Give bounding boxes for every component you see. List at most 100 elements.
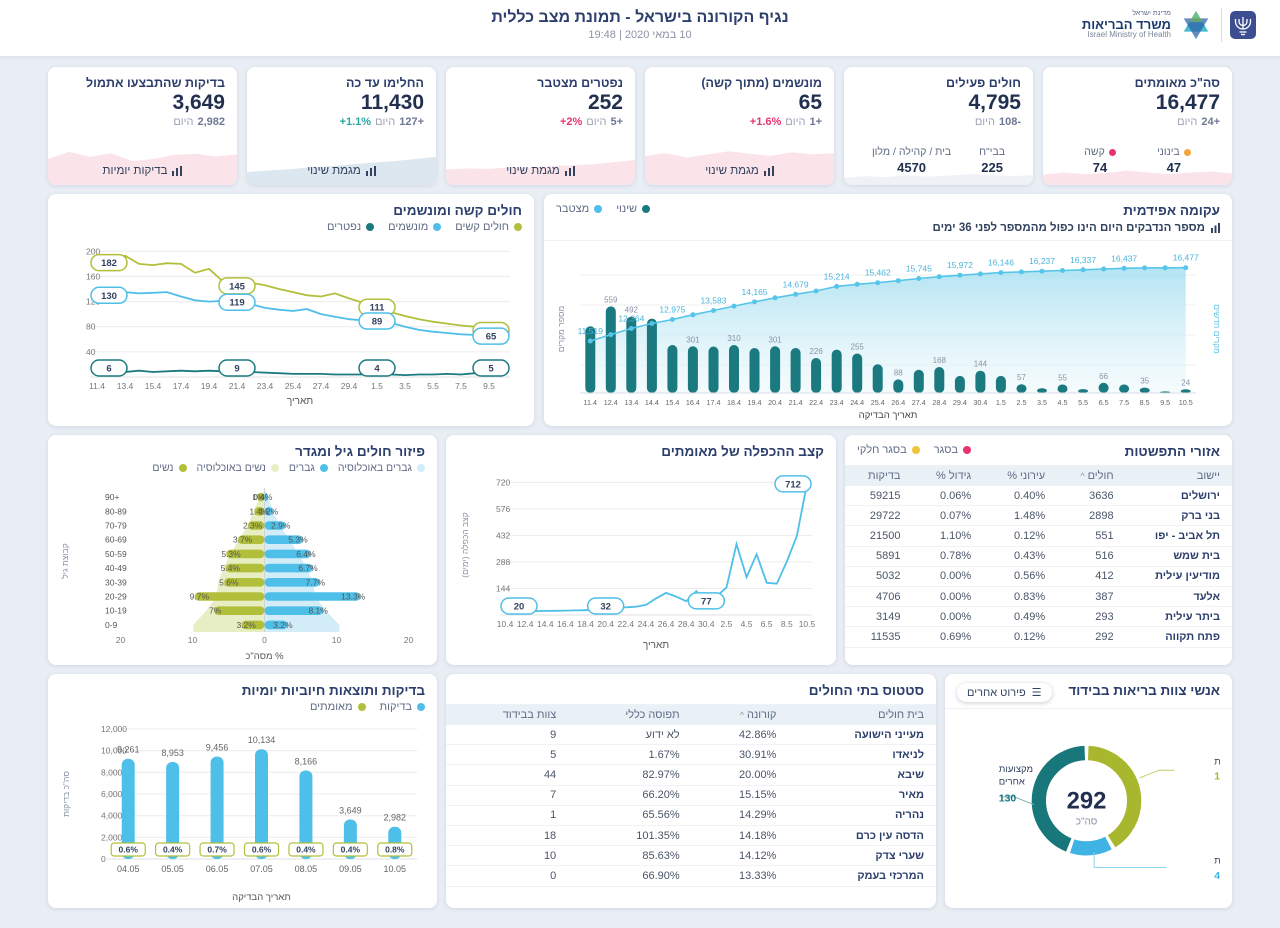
kpi-link-label: מגמת שינוי [307,165,361,177]
bar [1139,387,1150,393]
value-cell: 292 [1057,626,1126,648]
column-header[interactable]: בית חולים [788,705,936,725]
column-header[interactable]: עירוני % [983,466,1058,486]
svg-text:13,583: 13,583 [700,295,726,305]
kpi-title: סה"כ מאומתים [1134,76,1220,90]
value-cell: 14.18% [691,825,789,847]
legend-item: נשים [152,462,187,474]
line-dot [793,291,799,297]
svg-text:10.5: 10.5 [1179,398,1193,407]
line-dot [957,272,963,278]
svg-text:24.4: 24.4 [850,398,864,407]
staff-isolation-chart[interactable]: 292 סה"כ אחים/ות 122 רופאים/ות 40 מקצועות אחרים… [945,709,1232,901]
hamburger-icon: ☰ [1031,687,1042,699]
kpi-link-label: בדיקות יומיות [102,165,168,177]
epidemic-curve-chart[interactable]: 559 492 301 310 301 226 255 88 168 144 57 55 66 35 24 1… [544,241,1232,426]
doubling-rate-chart[interactable]: 720 576 432 288 144 20 32 77 712 10.4 12.4 14.4 16.4… [446,459,836,656]
row-name-cell: לניאדו [788,744,936,766]
svg-text:11,519: 11,519 [578,326,604,336]
svg-text:88: 88 [894,368,903,377]
divider [945,708,1232,709]
svg-text:5.3%: 5.3% [221,549,241,559]
column-header[interactable]: צוות בבידוד [446,705,569,725]
sort-caret-icon[interactable]: ^ [1080,471,1085,481]
row-name-cell: אלעד [1125,586,1232,608]
column-header[interactable]: בדיקות [845,466,913,486]
kpi-delta-amount: 5+ [610,116,623,128]
sort-caret-icon[interactable]: ^ [739,710,744,720]
doubling-rate-svg: 720 576 432 288 144 20 32 77 712 10.4 12.4 14.4 16.4… [460,475,816,651]
legend-item: מאומתים [310,701,366,713]
legend-item: שינוי [616,203,651,215]
svg-text:2,982: 2,982 [384,813,407,823]
kpi-delta-amount: 2,982 [197,116,225,128]
value-cell: 66.90% [568,865,692,887]
value-cell: 0 [446,865,569,887]
kpi-link-recovered[interactable]: מגמת שינוי [247,165,436,177]
svg-text:27.4: 27.4 [912,398,926,407]
severe-ventilated-chart[interactable]: 2001601208040182145111741301198965694511… [48,233,534,412]
table-row: בני ברק 2898 1.48% 0.07% 29722 [845,505,1232,527]
row-name-cell: מעייני הישועה [788,725,936,746]
svg-text:09.05: 09.05 [339,864,362,874]
value-cell: 3636 [1057,486,1126,507]
bar [1057,384,1068,393]
kpi-delta: 5+ היום +2% [458,116,623,128]
legend-label: בסגר חלקי [857,444,907,456]
column-header[interactable]: קורונה^ [691,705,789,725]
svg-text:3.2%: 3.2% [273,620,293,630]
svg-text:11.4: 11.4 [584,398,597,407]
bar [934,367,945,393]
svg-text:10.4: 10.4 [497,619,514,629]
svg-text:9,261: 9,261 [117,745,140,755]
kpi-link-tests-yesterday[interactable]: בדיקות יומיות [48,165,237,177]
svg-text:5.3%: 5.3% [288,535,308,545]
svg-text:19.4: 19.4 [201,381,218,391]
svg-text:16,437: 16,437 [1111,253,1137,263]
svg-text:3.7%: 3.7% [233,535,253,545]
bar [1037,388,1047,393]
line-dot [608,332,614,338]
column-header[interactable]: גידול % [912,466,984,486]
value-cell: 412 [1057,566,1126,587]
column-header[interactable]: יישוב [1125,466,1232,486]
value-cell: 7 [446,785,569,806]
svg-text:23.4: 23.4 [830,398,844,407]
value-cell: 0.83% [983,586,1058,608]
daily-tests-svg: 12,000 10,000 8,000 6,000 4,000 2,000 0 9,261 0.… [61,724,417,903]
line-dot [1101,266,1107,272]
svg-text:מקרים חדשים: מקרים חדשים [1212,304,1220,354]
svg-text:77: 77 [701,596,712,607]
svg-text:תאריך הבדיקה: תאריך הבדיקה [859,410,918,421]
svg-text:119: 119 [229,298,244,309]
kpi-link-deaths-cumulative[interactable]: מגמת שינוי [446,165,635,177]
details-others-button[interactable]: ☰ פירוט אחרים [957,683,1052,702]
table-row: ביתר עילית 293 0.49% 0.00% 3149 [845,606,1232,628]
svg-text:6,000: 6,000 [101,789,123,799]
severe-ventilated-title: חולים קשה ומונשמים [393,203,522,218]
kpi-link-ventilated[interactable]: מגמת שינוי [645,165,834,177]
legend-dot [357,703,366,711]
svg-text:66: 66 [1099,372,1108,381]
line-dot [587,338,593,344]
svg-text:0.6%: 0.6% [119,845,139,855]
column-header[interactable]: חולים^ [1057,466,1126,486]
daily-tests-chart[interactable]: 12,000 10,000 8,000 6,000 4,000 2,000 0 9,261 0.… [48,713,437,908]
epidemic-note-text: מספר הנדבקים היום הינו כפול מהמספר לפני … [932,222,1205,234]
ministry-logo: מדינת ישראל משרד הבריאות Israel Ministry… [1082,8,1256,42]
line-dot [936,274,942,280]
value-cell: 387 [1057,586,1126,608]
bar [646,318,657,393]
age-gender-chart[interactable]: 1% 0.4% +90 1.4% 1.2% 80-89 2.3% 2.9% 70-79 3.7% 5… [48,474,437,665]
svg-text:14,165: 14,165 [742,287,768,297]
divider [544,240,1232,241]
column-header[interactable]: תפוסה כללי [568,705,692,725]
svg-text:288: 288 [496,557,510,567]
line-dot [649,321,655,326]
divider [446,704,936,705]
men-bar [264,507,274,516]
line-dot [1060,268,1065,273]
svg-text:קבוצת גיל: קבוצת גיל [60,543,70,578]
svg-text:9,456: 9,456 [206,743,229,753]
kpi-sparkline [645,133,834,185]
